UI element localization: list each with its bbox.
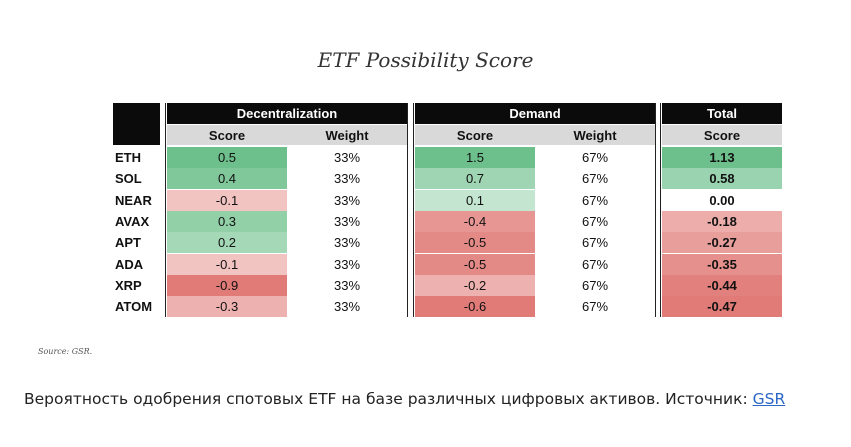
- dec-weight-cell: 33%: [333, 277, 361, 293]
- row-label: XRP: [115, 277, 142, 293]
- caption: Вероятность одобрения спотовых ETF на ба…: [24, 390, 785, 408]
- row-label: APT: [115, 235, 141, 251]
- column-header: Score: [167, 125, 287, 145]
- dem-weight-cell: 67%: [581, 192, 609, 208]
- row-label: ADA: [115, 256, 144, 272]
- column-header: Score: [415, 125, 535, 145]
- row-label: SOL: [115, 171, 142, 187]
- total-cell: -0.18: [662, 210, 782, 232]
- dec-score-cell: -0.9: [167, 274, 287, 296]
- column-divider: [413, 103, 414, 318]
- dec-score-cell: -0.3: [167, 296, 287, 318]
- total-cell: 1.13: [662, 147, 782, 168]
- column-divider: [660, 103, 661, 318]
- group-header: Demand: [415, 103, 655, 124]
- dem-score-cell: -0.4: [415, 210, 535, 232]
- total-cell: 0.58: [662, 168, 782, 190]
- dec-weight-cell: 33%: [333, 150, 361, 165]
- column-header: Weight: [535, 125, 655, 145]
- dec-weight-cell: 33%: [333, 256, 361, 272]
- dec-score-cell: 0.5: [167, 147, 287, 168]
- dec-score-cell: -0.1: [167, 189, 287, 211]
- dem-score-cell: -0.5: [415, 253, 535, 275]
- group-header: Decentralization: [167, 103, 407, 124]
- dem-weight-cell: 67%: [581, 213, 609, 229]
- row-label: NEAR: [115, 192, 152, 208]
- dem-score-cell: -0.5: [415, 232, 535, 254]
- dem-score-cell: 0.1: [415, 189, 535, 211]
- dec-score-cell: 0.3: [167, 210, 287, 232]
- dem-score-cell: 1.5: [415, 147, 535, 168]
- dec-weight-cell: 33%: [333, 213, 361, 229]
- column-divider: [407, 103, 408, 318]
- caption-text: Вероятность одобрения спотовых ETF на ба…: [24, 390, 753, 408]
- total-cell: 0.00: [662, 189, 782, 211]
- dec-score-cell: 0.4: [167, 168, 287, 190]
- dec-score-cell: 0.2: [167, 232, 287, 254]
- dem-weight-cell: 67%: [581, 256, 609, 272]
- dec-weight-cell: 33%: [333, 171, 361, 187]
- chart-title: ETF Possibility Score: [317, 48, 534, 72]
- dec-weight-cell: 33%: [333, 235, 361, 251]
- dec-score-cell: -0.1: [167, 253, 287, 275]
- total-cell: -0.47: [662, 296, 782, 318]
- dem-weight-cell: 67%: [581, 235, 609, 251]
- dem-score-cell: -0.6: [415, 296, 535, 318]
- group-header: Total: [662, 103, 782, 124]
- dem-weight-cell: 67%: [581, 171, 609, 187]
- row-label: ATOM: [115, 299, 153, 315]
- column-header: Score: [662, 125, 782, 145]
- dec-weight-cell: 33%: [333, 299, 361, 315]
- source-link[interactable]: GSR: [752, 390, 786, 408]
- dem-score-cell: -0.2: [415, 274, 535, 296]
- column-header: Weight: [287, 125, 407, 145]
- dem-score-cell: 0.7: [415, 168, 535, 190]
- total-cell: -0.27: [662, 232, 782, 254]
- total-cell: -0.44: [662, 274, 782, 296]
- source-note: Source: GSR.: [38, 347, 93, 356]
- total-cell: -0.35: [662, 253, 782, 275]
- column-divider: [655, 103, 656, 318]
- row-label: AVAX: [115, 213, 150, 229]
- corner-block: [113, 103, 160, 145]
- dec-weight-cell: 33%: [333, 192, 361, 208]
- dem-weight-cell: 67%: [581, 277, 609, 293]
- dem-weight-cell: 67%: [581, 150, 609, 165]
- column-divider: [165, 103, 166, 318]
- row-label: ETH: [115, 150, 141, 165]
- dem-weight-cell: 67%: [581, 299, 609, 315]
